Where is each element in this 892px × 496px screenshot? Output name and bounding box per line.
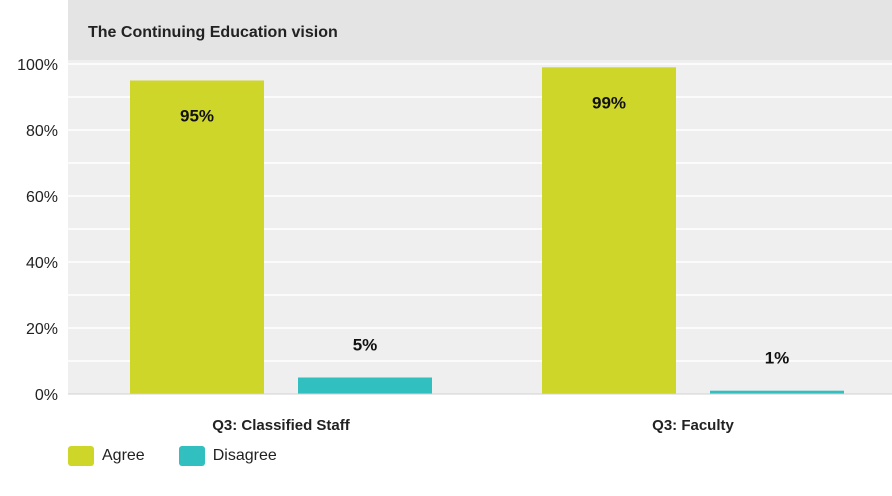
legend-label-disagree: Disagree	[212, 447, 277, 464]
chart-title: The Continuing Education vision	[88, 24, 338, 41]
bar-disagree	[298, 377, 432, 394]
bar-disagree	[710, 390, 844, 394]
x-category-label: Q3: Classified Staff	[212, 417, 351, 434]
data-label-disagree: 5%	[353, 336, 378, 355]
data-label-agree: 95%	[180, 107, 214, 126]
bar-agree	[130, 80, 264, 394]
y-axis: 0% 20% 40% 60% 80% 100%	[17, 57, 58, 404]
y-tick-label: 60%	[26, 189, 58, 206]
legend-item-agree[interactable]: Agree	[68, 446, 145, 466]
legend-item-disagree[interactable]: Disagree	[178, 446, 277, 466]
y-tick-label: 40%	[26, 255, 58, 272]
y-tick-label: 80%	[26, 123, 58, 140]
legend-swatch-agree	[68, 446, 94, 466]
data-labels: 95% 5% 99% 1%	[180, 93, 789, 367]
legend-swatch-disagree	[178, 446, 205, 466]
y-tick-label: 100%	[17, 57, 58, 74]
data-label-agree: 99%	[592, 93, 626, 112]
y-tick-label: 0%	[35, 387, 58, 404]
bar-agree	[542, 67, 676, 395]
x-category-label: Q3: Faculty	[652, 417, 734, 434]
chart-title-band	[68, 0, 892, 60]
bars	[130, 67, 844, 395]
y-tick-label: 20%	[26, 321, 58, 338]
x-axis: Q3: Classified Staff Q3: Faculty	[212, 417, 734, 434]
legend: Agree Disagree	[68, 446, 277, 466]
legend-label-agree: Agree	[102, 447, 145, 464]
data-label-disagree: 1%	[765, 349, 790, 368]
